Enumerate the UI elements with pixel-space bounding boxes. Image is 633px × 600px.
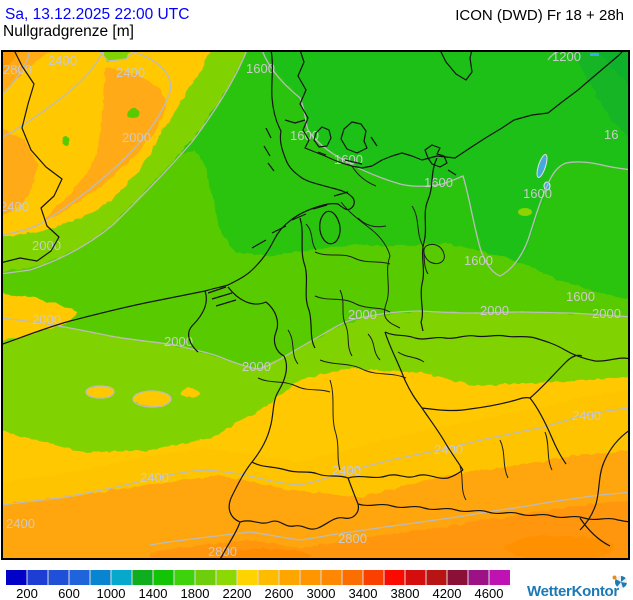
svg-text:2400: 2400: [116, 65, 145, 80]
svg-text:2000: 2000: [32, 238, 61, 253]
svg-text:1600: 1600: [246, 61, 275, 76]
svg-text:2000: 2000: [480, 303, 509, 318]
svg-text:2000: 2000: [242, 359, 271, 374]
svg-text:2000: 2000: [592, 306, 621, 321]
svg-text:1600: 1600: [566, 289, 595, 304]
svg-text:2400: 2400: [434, 442, 463, 457]
svg-text:16: 16: [604, 127, 618, 142]
svg-text:2400: 2400: [572, 408, 601, 423]
svg-text:2400: 2400: [140, 470, 169, 485]
svg-text:2000: 2000: [348, 307, 377, 322]
svg-text:2000: 2000: [122, 130, 151, 145]
svg-text:2800: 2800: [208, 544, 237, 559]
svg-text:1200: 1200: [552, 49, 581, 64]
svg-text:2000: 2000: [32, 312, 61, 327]
svg-text:2400: 2400: [48, 53, 77, 68]
svg-text:2800: 2800: [3, 62, 32, 77]
svg-text:1600: 1600: [523, 186, 552, 201]
svg-text:2000: 2000: [164, 334, 193, 349]
svg-text:1600: 1600: [290, 128, 319, 143]
svg-text:1600: 1600: [464, 253, 493, 268]
svg-text:2400: 2400: [6, 516, 35, 531]
svg-text:2800: 2800: [338, 531, 367, 546]
svg-text:1600: 1600: [424, 175, 453, 190]
svg-text:2400: 2400: [0, 199, 29, 214]
